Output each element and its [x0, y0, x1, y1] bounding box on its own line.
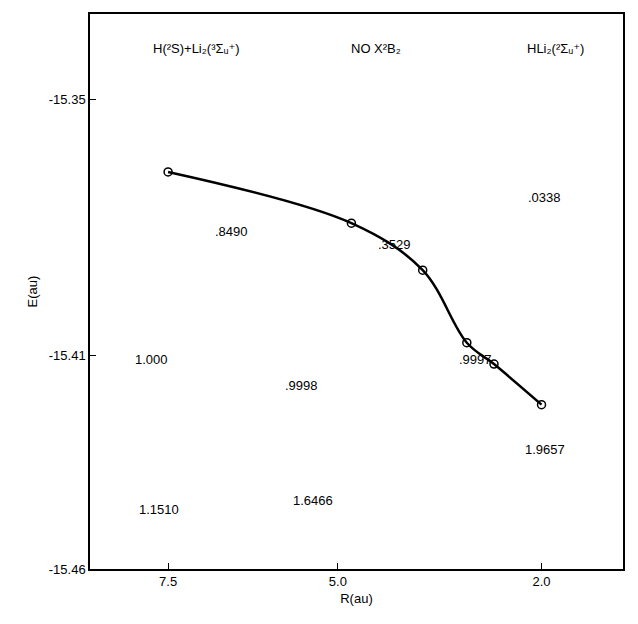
- svg-text:-15.46: -15.46: [49, 562, 86, 577]
- svg-text:E(au): E(au): [25, 276, 40, 308]
- svg-text:-15.41: -15.41: [49, 348, 86, 363]
- svg-text:2.0: 2.0: [532, 574, 550, 589]
- svg-text:1.9657: 1.9657: [525, 442, 565, 457]
- svg-text:.3529: .3529: [378, 237, 411, 252]
- svg-text:-15.35: -15.35: [49, 92, 86, 107]
- svg-text:.8490: .8490: [215, 224, 248, 239]
- svg-text:.0338: .0338: [528, 190, 561, 205]
- svg-text:1.1510: 1.1510: [139, 502, 179, 517]
- svg-text:1.000: 1.000: [135, 352, 168, 367]
- svg-text:.9997: .9997: [459, 352, 492, 367]
- svg-text:7.5: 7.5: [159, 574, 177, 589]
- svg-text:H(²S)+Li₂(³Σᵤ⁺): H(²S)+Li₂(³Σᵤ⁺): [153, 41, 240, 56]
- svg-text:.9998: .9998: [285, 378, 318, 393]
- svg-text:NO X²B₂: NO X²B₂: [351, 41, 401, 56]
- svg-text:R(au): R(au): [340, 591, 373, 606]
- svg-text:HLi₂(²Σᵤ⁺): HLi₂(²Σᵤ⁺): [527, 41, 584, 56]
- svg-text:5.0: 5.0: [329, 574, 347, 589]
- svg-text:1.6466: 1.6466: [293, 493, 333, 508]
